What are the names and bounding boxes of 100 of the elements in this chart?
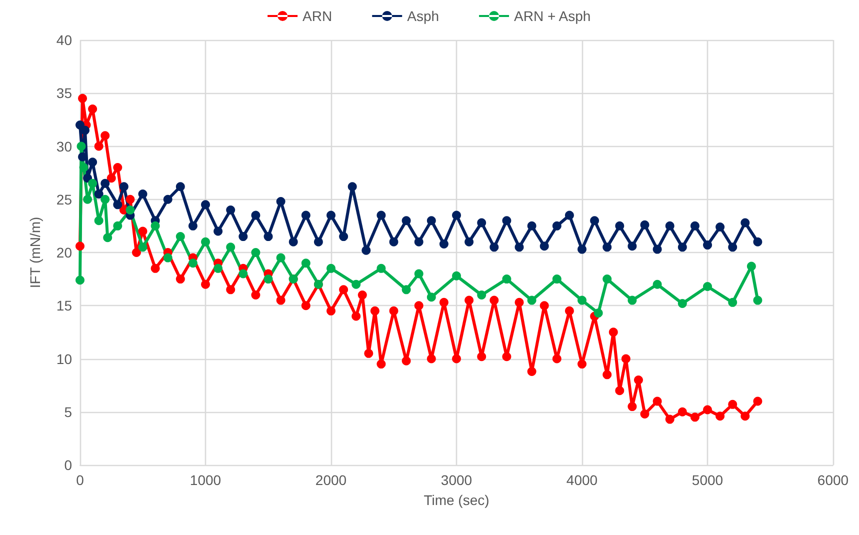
point xyxy=(402,285,411,294)
point xyxy=(326,210,336,220)
point xyxy=(88,178,98,188)
point xyxy=(276,197,286,206)
point xyxy=(226,206,236,214)
point xyxy=(728,298,738,307)
point xyxy=(188,221,198,230)
point xyxy=(464,237,474,246)
point xyxy=(138,190,148,199)
point xyxy=(100,194,110,204)
y-tick-label: 35 xyxy=(56,85,72,102)
x-axis-title: Time (sec) xyxy=(424,492,490,508)
point xyxy=(502,274,512,284)
point xyxy=(126,206,135,214)
x-tick-label: 4000 xyxy=(566,472,598,488)
point xyxy=(477,218,486,228)
point xyxy=(477,290,486,300)
y-tick-label: 30 xyxy=(56,138,72,154)
point xyxy=(678,242,687,252)
point xyxy=(578,244,586,254)
point xyxy=(740,218,750,228)
point xyxy=(100,178,110,188)
point xyxy=(76,120,84,130)
point xyxy=(348,182,357,192)
y-tick-label: 0 xyxy=(64,457,72,473)
x-tick-label: 2000 xyxy=(315,472,347,488)
point xyxy=(188,258,198,268)
point xyxy=(690,221,700,230)
point xyxy=(352,280,361,289)
point xyxy=(76,142,86,151)
y-tick-label: 15 xyxy=(56,298,72,314)
point xyxy=(564,210,574,220)
point xyxy=(490,242,499,252)
point xyxy=(214,226,223,236)
point xyxy=(264,232,273,242)
y-tick-label: 20 xyxy=(56,244,72,260)
point xyxy=(527,221,536,230)
point xyxy=(728,242,738,252)
point xyxy=(376,264,386,273)
point xyxy=(716,222,725,232)
point xyxy=(540,242,549,251)
point xyxy=(251,210,260,220)
point xyxy=(94,190,104,199)
x-tick-label: 3000 xyxy=(440,472,472,488)
point xyxy=(314,237,323,246)
point xyxy=(389,237,398,246)
point xyxy=(88,158,98,167)
point xyxy=(201,237,210,246)
point xyxy=(264,274,273,284)
point xyxy=(746,262,756,271)
point xyxy=(80,126,90,135)
point xyxy=(288,237,298,246)
point xyxy=(226,242,236,252)
point xyxy=(176,182,185,192)
point xyxy=(628,242,637,251)
point xyxy=(339,232,348,242)
point xyxy=(119,182,128,192)
point xyxy=(552,221,562,230)
y-tick-label: 10 xyxy=(56,350,72,367)
point xyxy=(163,253,172,262)
point xyxy=(376,210,386,220)
point xyxy=(113,200,122,210)
y-axis-title: IFT (mN/m) xyxy=(27,216,43,288)
point xyxy=(439,240,448,248)
point xyxy=(176,232,185,242)
point xyxy=(578,296,586,305)
point xyxy=(628,296,637,305)
point xyxy=(552,274,562,284)
point xyxy=(590,216,600,226)
point xyxy=(753,237,762,246)
point xyxy=(678,299,687,308)
point xyxy=(76,276,84,285)
point xyxy=(251,248,260,257)
x-tick-label: 0 xyxy=(76,472,84,488)
x-tick-label: 1000 xyxy=(190,472,222,488)
point xyxy=(238,269,248,278)
point xyxy=(103,233,112,242)
point xyxy=(527,296,536,305)
y-tick-label: 25 xyxy=(56,191,72,208)
point xyxy=(703,240,712,250)
point xyxy=(615,221,624,230)
point xyxy=(502,216,512,226)
point xyxy=(426,216,436,226)
point xyxy=(163,194,172,204)
point xyxy=(362,246,371,255)
point xyxy=(214,264,223,273)
point xyxy=(238,232,248,242)
point xyxy=(414,237,424,246)
point xyxy=(402,216,411,226)
legend-label: ARN xyxy=(302,8,332,24)
point xyxy=(703,282,712,291)
point xyxy=(452,271,461,280)
point xyxy=(94,216,104,226)
legend-label: ARN + Asph xyxy=(514,8,591,24)
point xyxy=(602,242,612,252)
y-tick-label: 5 xyxy=(64,404,72,420)
point xyxy=(602,274,612,284)
point xyxy=(414,269,424,278)
point xyxy=(301,210,310,220)
point xyxy=(201,200,210,210)
